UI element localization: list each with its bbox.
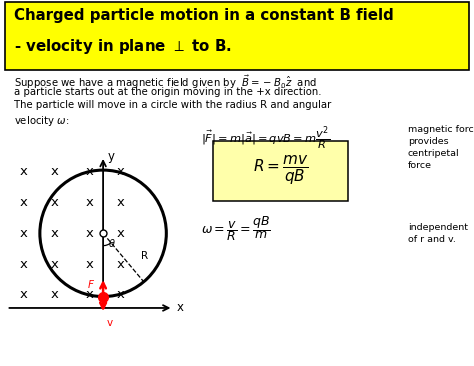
Text: y: y — [108, 150, 115, 163]
Text: x: x — [51, 227, 59, 240]
Text: x: x — [51, 196, 59, 209]
Text: x: x — [20, 258, 28, 270]
Text: x: x — [86, 258, 94, 270]
Text: $\theta$: $\theta$ — [109, 237, 116, 249]
Text: v: v — [107, 318, 113, 328]
Text: x: x — [51, 288, 59, 301]
Text: x: x — [51, 258, 59, 270]
Text: The particle will move in a circle with the radius R and angular: The particle will move in a circle with … — [14, 100, 331, 110]
Text: F: F — [88, 280, 94, 290]
Text: x: x — [117, 165, 125, 178]
Text: x: x — [20, 288, 28, 301]
Text: x: x — [117, 288, 125, 301]
Text: a particle starts out at the origin moving in the +x direction.: a particle starts out at the origin movi… — [14, 87, 322, 97]
Text: - velocity in plane $\perp$ to B.: - velocity in plane $\perp$ to B. — [14, 37, 232, 56]
Text: x: x — [20, 227, 28, 240]
Text: x: x — [20, 196, 28, 209]
Text: x: x — [86, 165, 94, 178]
Text: magnetic force
provides
centripetal
force: magnetic force provides centripetal forc… — [408, 125, 474, 169]
Text: x: x — [117, 196, 125, 209]
Text: Suppose we have a magnetic field given by  $\vec{B} = -B_0\hat{z}$  and: Suppose we have a magnetic field given b… — [14, 73, 317, 91]
Text: $|\vec{F}| = m|\vec{a}| = qvB = m\dfrac{v^2}{R}$: $|\vec{F}| = m|\vec{a}| = qvB = m\dfrac{… — [201, 125, 331, 153]
FancyBboxPatch shape — [213, 141, 348, 201]
Text: Charged particle motion in a constant B field: Charged particle motion in a constant B … — [14, 8, 394, 23]
Text: R: R — [141, 251, 148, 261]
Text: velocity $\omega$:: velocity $\omega$: — [14, 114, 70, 128]
Text: x: x — [117, 258, 125, 270]
Text: x: x — [51, 165, 59, 178]
Text: x: x — [177, 302, 184, 314]
Text: $R = \dfrac{mv}{qB}$: $R = \dfrac{mv}{qB}$ — [254, 154, 309, 187]
Text: x: x — [86, 288, 94, 301]
Text: x: x — [86, 196, 94, 209]
Text: x: x — [117, 227, 125, 240]
Text: x: x — [86, 227, 94, 240]
Text: x: x — [20, 165, 28, 178]
FancyBboxPatch shape — [5, 2, 469, 70]
Text: independent
of r and v.: independent of r and v. — [408, 223, 468, 244]
Text: $\omega = \dfrac{v}{R} = \dfrac{qB}{m}$: $\omega = \dfrac{v}{R} = \dfrac{qB}{m}$ — [201, 214, 271, 243]
